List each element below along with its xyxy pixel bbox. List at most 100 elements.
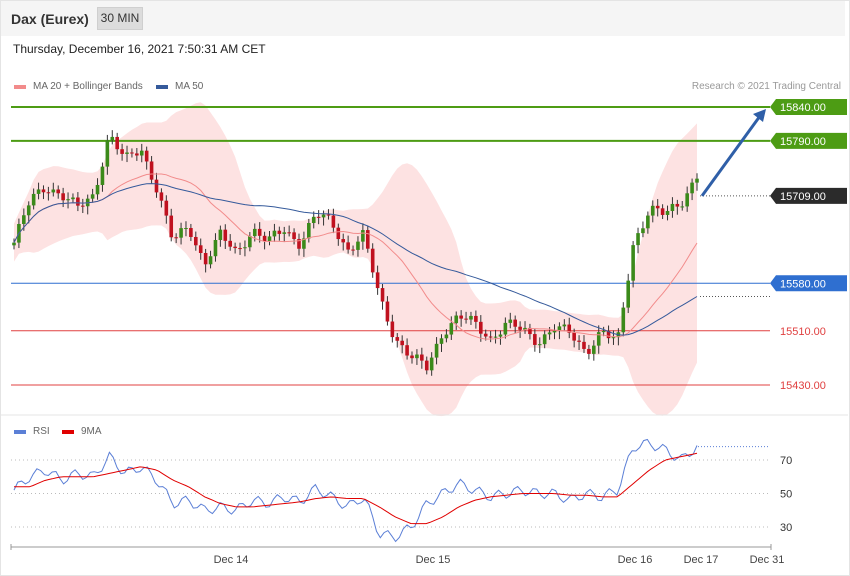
candle-body [198, 245, 203, 253]
candle-body [174, 237, 178, 239]
candle-body [611, 337, 616, 339]
candle-body [194, 236, 198, 246]
instrument-title: Dax (Eurex) [11, 11, 89, 27]
candle-body [449, 323, 454, 335]
level-label-1: 15790.00 [780, 136, 826, 148]
candle-body [606, 330, 611, 339]
candle-body [424, 360, 429, 371]
candle-body [130, 152, 134, 154]
ma50-swatch [156, 84, 168, 89]
candle-body [680, 206, 685, 208]
candle-body [164, 200, 169, 216]
candle-body [76, 197, 80, 206]
candle-body [95, 184, 100, 195]
candle-body [90, 194, 95, 199]
rsi-tick-70: 70 [780, 455, 792, 467]
ma9-line [14, 452, 698, 525]
rsi-tick-30: 30 [780, 522, 792, 534]
candle-body [252, 228, 257, 237]
candle-body [125, 152, 129, 154]
candle-body [641, 228, 645, 234]
candle-body [208, 256, 213, 265]
candle-body [302, 238, 306, 249]
candle-body [71, 197, 75, 200]
rsi-line [13, 438, 698, 543]
candle-body [135, 153, 139, 156]
candle-body [262, 235, 267, 242]
candle-body [493, 336, 498, 338]
candle-body [552, 330, 557, 333]
candle-body [567, 324, 572, 333]
ma20-line [13, 173, 698, 340]
candle-body [213, 239, 218, 257]
legend-ma20: MA 20 + Bollinger Bands [14, 81, 143, 92]
candle-body [351, 249, 355, 251]
candle-body [233, 246, 237, 249]
candle-body [370, 248, 375, 273]
candle-body [631, 245, 635, 281]
candle-body [533, 334, 537, 345]
candle-body [444, 334, 449, 339]
candle-body [61, 193, 65, 201]
rsi-swatch [14, 429, 26, 434]
candle-body [257, 228, 262, 236]
candle-body [105, 140, 110, 167]
timeframe-button[interactable]: 30 MIN [97, 7, 143, 30]
candle-body [267, 236, 272, 242]
level-label-0: 15840.00 [780, 102, 826, 114]
rsi-tick-50: 50 [780, 489, 792, 501]
candle-body [223, 229, 228, 241]
candle-body [41, 189, 46, 193]
candle-body [547, 332, 552, 335]
candle-body [120, 149, 124, 154]
candle-body [439, 338, 444, 344]
legend-9ma: 9MA [62, 426, 102, 437]
level-tag-2 [770, 187, 847, 204]
candle-body [149, 161, 154, 180]
candle-body [169, 215, 174, 238]
candle-body [513, 319, 517, 327]
candle-body [361, 230, 365, 242]
candle-body [601, 330, 606, 333]
candle-body [503, 322, 508, 335]
ma9-label: 9MA [81, 426, 102, 437]
ma50-line [13, 183, 698, 336]
candle-body [429, 357, 434, 371]
candle-body [203, 252, 208, 265]
candle-body [326, 214, 331, 216]
candle-body [665, 211, 670, 215]
candle-body [587, 348, 591, 354]
candle-body [331, 215, 336, 228]
candle-body [636, 233, 640, 246]
candle-body [518, 326, 522, 330]
x-tick-0: Dec 14 [214, 554, 249, 566]
candle-body [464, 318, 468, 320]
level-tag-1 [770, 132, 847, 149]
candle-body [144, 150, 149, 162]
candle-body [375, 272, 380, 289]
candle-body [179, 228, 183, 238]
candle-body [508, 319, 513, 323]
candle-body [321, 214, 326, 218]
candle-body [159, 192, 164, 201]
candle-body [282, 232, 287, 234]
candle-body [184, 228, 188, 230]
candle-body [272, 230, 277, 237]
candle-body [31, 193, 36, 206]
candle-body [592, 345, 596, 354]
level-label-2: 15709.00 [780, 191, 826, 203]
candle-body [478, 321, 483, 334]
legend-ma50: MA 50 [156, 81, 203, 92]
candle-body [596, 332, 601, 346]
timestamp: Thursday, December 16, 2021 7:50:31 AM C… [13, 42, 266, 56]
candle-body [410, 355, 414, 359]
candle-body [582, 341, 586, 349]
candle-body [66, 199, 70, 201]
candle-body [483, 333, 488, 337]
candle-body [12, 242, 16, 246]
candle-body [523, 327, 527, 330]
x-tick-2: Dec 16 [618, 554, 653, 566]
level-tag-3 [770, 275, 847, 292]
candle-body [115, 136, 119, 150]
candle-body [51, 189, 56, 193]
